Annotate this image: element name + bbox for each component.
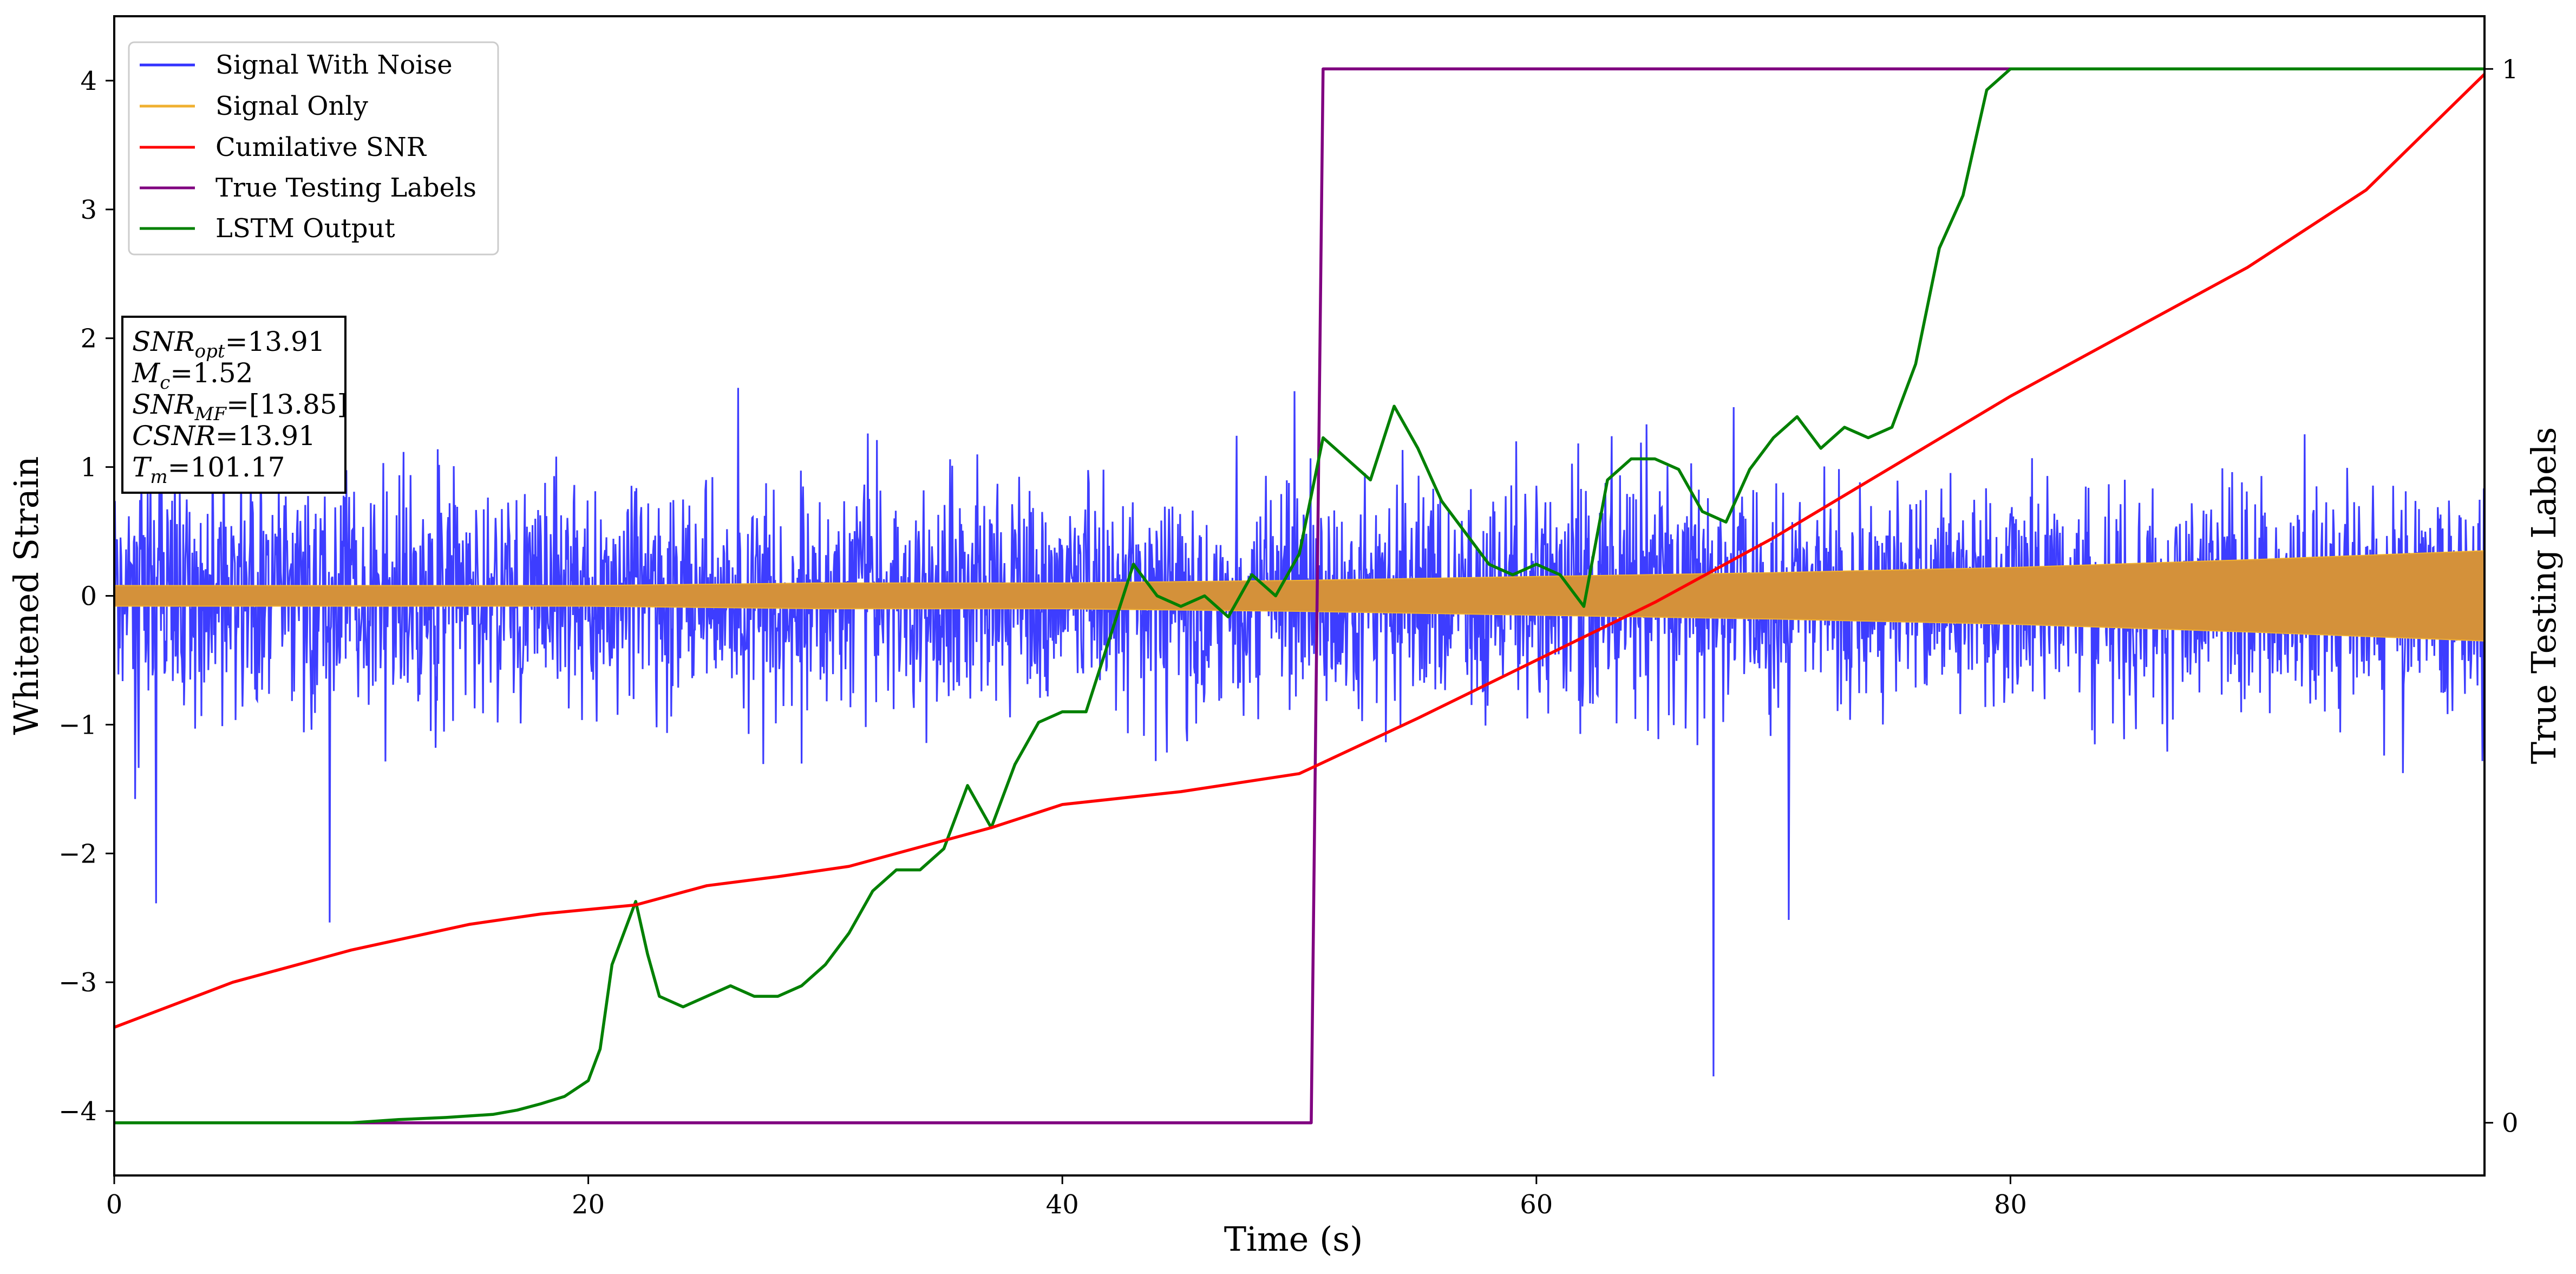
lstm-output-line — [114, 67, 2485, 1125]
x-tick-label: 40 — [1046, 1190, 1079, 1220]
y2-tick-label: 1 — [2502, 54, 2519, 84]
annotation-line: Tm=101.17 — [132, 452, 285, 488]
y-axis-right: 01 — [2485, 54, 2519, 1139]
signal-with-noise-line — [114, 388, 2485, 1077]
series-signal-with-noise — [114, 388, 2485, 1077]
legend-label-lstm-output: LSTM Output — [215, 213, 395, 244]
legend-label-signal-only: Signal Only — [215, 91, 368, 121]
legend-label-true-testing-labels: True Testing Labels — [215, 173, 476, 203]
y-axis-label: Whitened Strain — [6, 456, 46, 735]
cumulative-snr-line — [114, 73, 2485, 1029]
y-tick-label: 1 — [80, 453, 97, 483]
x-tick-label: 20 — [572, 1190, 605, 1220]
y-tick-label: −4 — [58, 1096, 97, 1127]
legend: Signal With Noise Signal Only Cumilative… — [128, 41, 499, 256]
annotation-frame — [121, 316, 346, 494]
true-testing-labels-line — [114, 67, 2485, 1125]
legend-label-cumulative-snr: Cumilative SNR — [215, 132, 427, 162]
annotation-line: Mc=1.52 — [132, 357, 253, 394]
y-tick-label: 4 — [80, 66, 97, 96]
y-tick-label: 3 — [80, 195, 97, 225]
y-tick-label: 2 — [80, 324, 97, 354]
y-tick-label: −2 — [58, 839, 97, 869]
legend-label-signal-with-noise: Signal With Noise — [215, 50, 453, 80]
y-tick-label: 0 — [80, 582, 97, 612]
legend-box — [128, 41, 499, 256]
annotation-line: SNRopt=13.91 — [132, 326, 325, 362]
x-tick-label: 60 — [1520, 1190, 1553, 1220]
y-tick-label: −1 — [58, 710, 97, 740]
series-cumulative-snr — [114, 73, 2485, 1029]
y-axis-left: −4 −3 −2 −1 0 1 2 3 4 — [58, 66, 114, 1127]
signal-only-band — [114, 550, 2485, 642]
y2-axis-label: True Testing Labels — [2524, 427, 2564, 765]
y-tick-label: −3 — [58, 968, 97, 998]
annotation-box: SNRopt=13.91Mc=1.52SNRMF=[13.85]CSNR=13.… — [121, 316, 348, 494]
y2-tick-label: 0 — [2502, 1108, 2519, 1139]
x-tick-label: 80 — [1994, 1190, 2027, 1220]
series-true-testing-labels — [114, 67, 2485, 1125]
x-axis-label: Time (s) — [1224, 1219, 1363, 1259]
x-axis: 0 20 40 60 80 — [106, 1175, 2027, 1220]
annotation-line: CSNR=13.91 — [132, 420, 316, 452]
x-tick-label: 0 — [106, 1190, 123, 1220]
series-signal-only — [114, 550, 2485, 642]
series-lstm-output — [114, 67, 2485, 1125]
annotation-line: SNRMF=[13.85] — [132, 389, 348, 425]
